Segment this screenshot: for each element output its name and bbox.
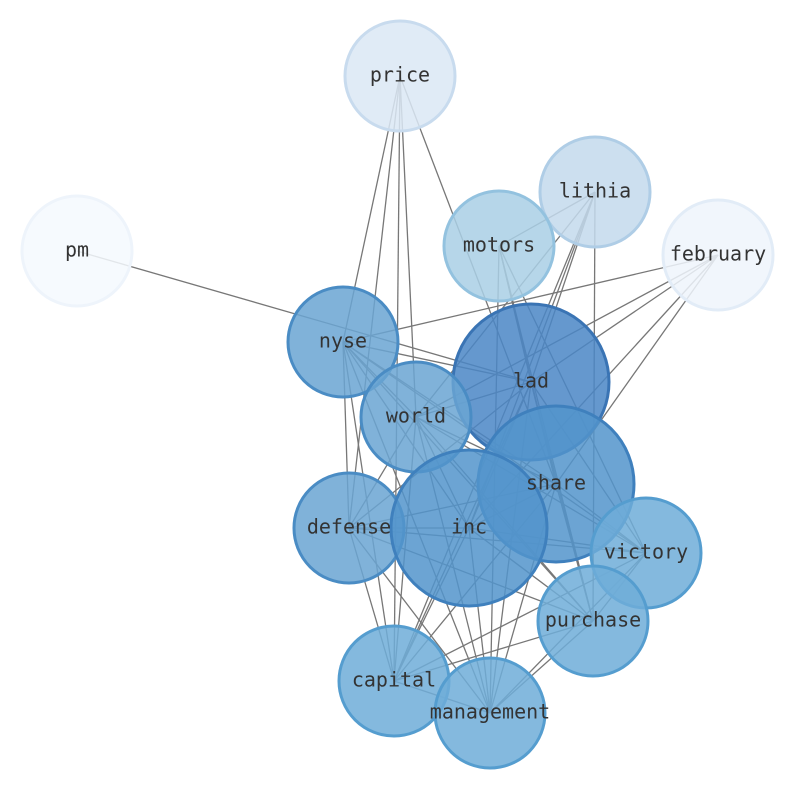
node-label: capital [352,668,436,692]
node-label: defense [307,515,391,539]
node-label: lithia [559,179,631,203]
node-label: management [430,700,550,724]
node-label: share [526,471,586,495]
node [286,285,400,399]
node-label: price [370,63,430,87]
node [442,189,556,303]
node [433,656,547,770]
node-label: motors [463,233,535,257]
node [538,135,652,249]
node-label: purchase [545,608,641,632]
node [343,19,457,133]
edge [399,75,417,418]
node-label: february [670,242,766,266]
node [20,194,134,308]
node-label: inc [451,515,487,539]
nodes: price lithia pm motors february nyse lad world s… [20,19,775,770]
node [536,564,650,678]
node-label: world [386,404,446,428]
node-label: victory [604,540,688,564]
node [661,198,775,312]
node [389,448,549,608]
node-label: nyse [319,329,367,353]
node-label: lad [513,369,549,393]
edge [342,254,719,343]
node-label: pm [65,238,89,262]
